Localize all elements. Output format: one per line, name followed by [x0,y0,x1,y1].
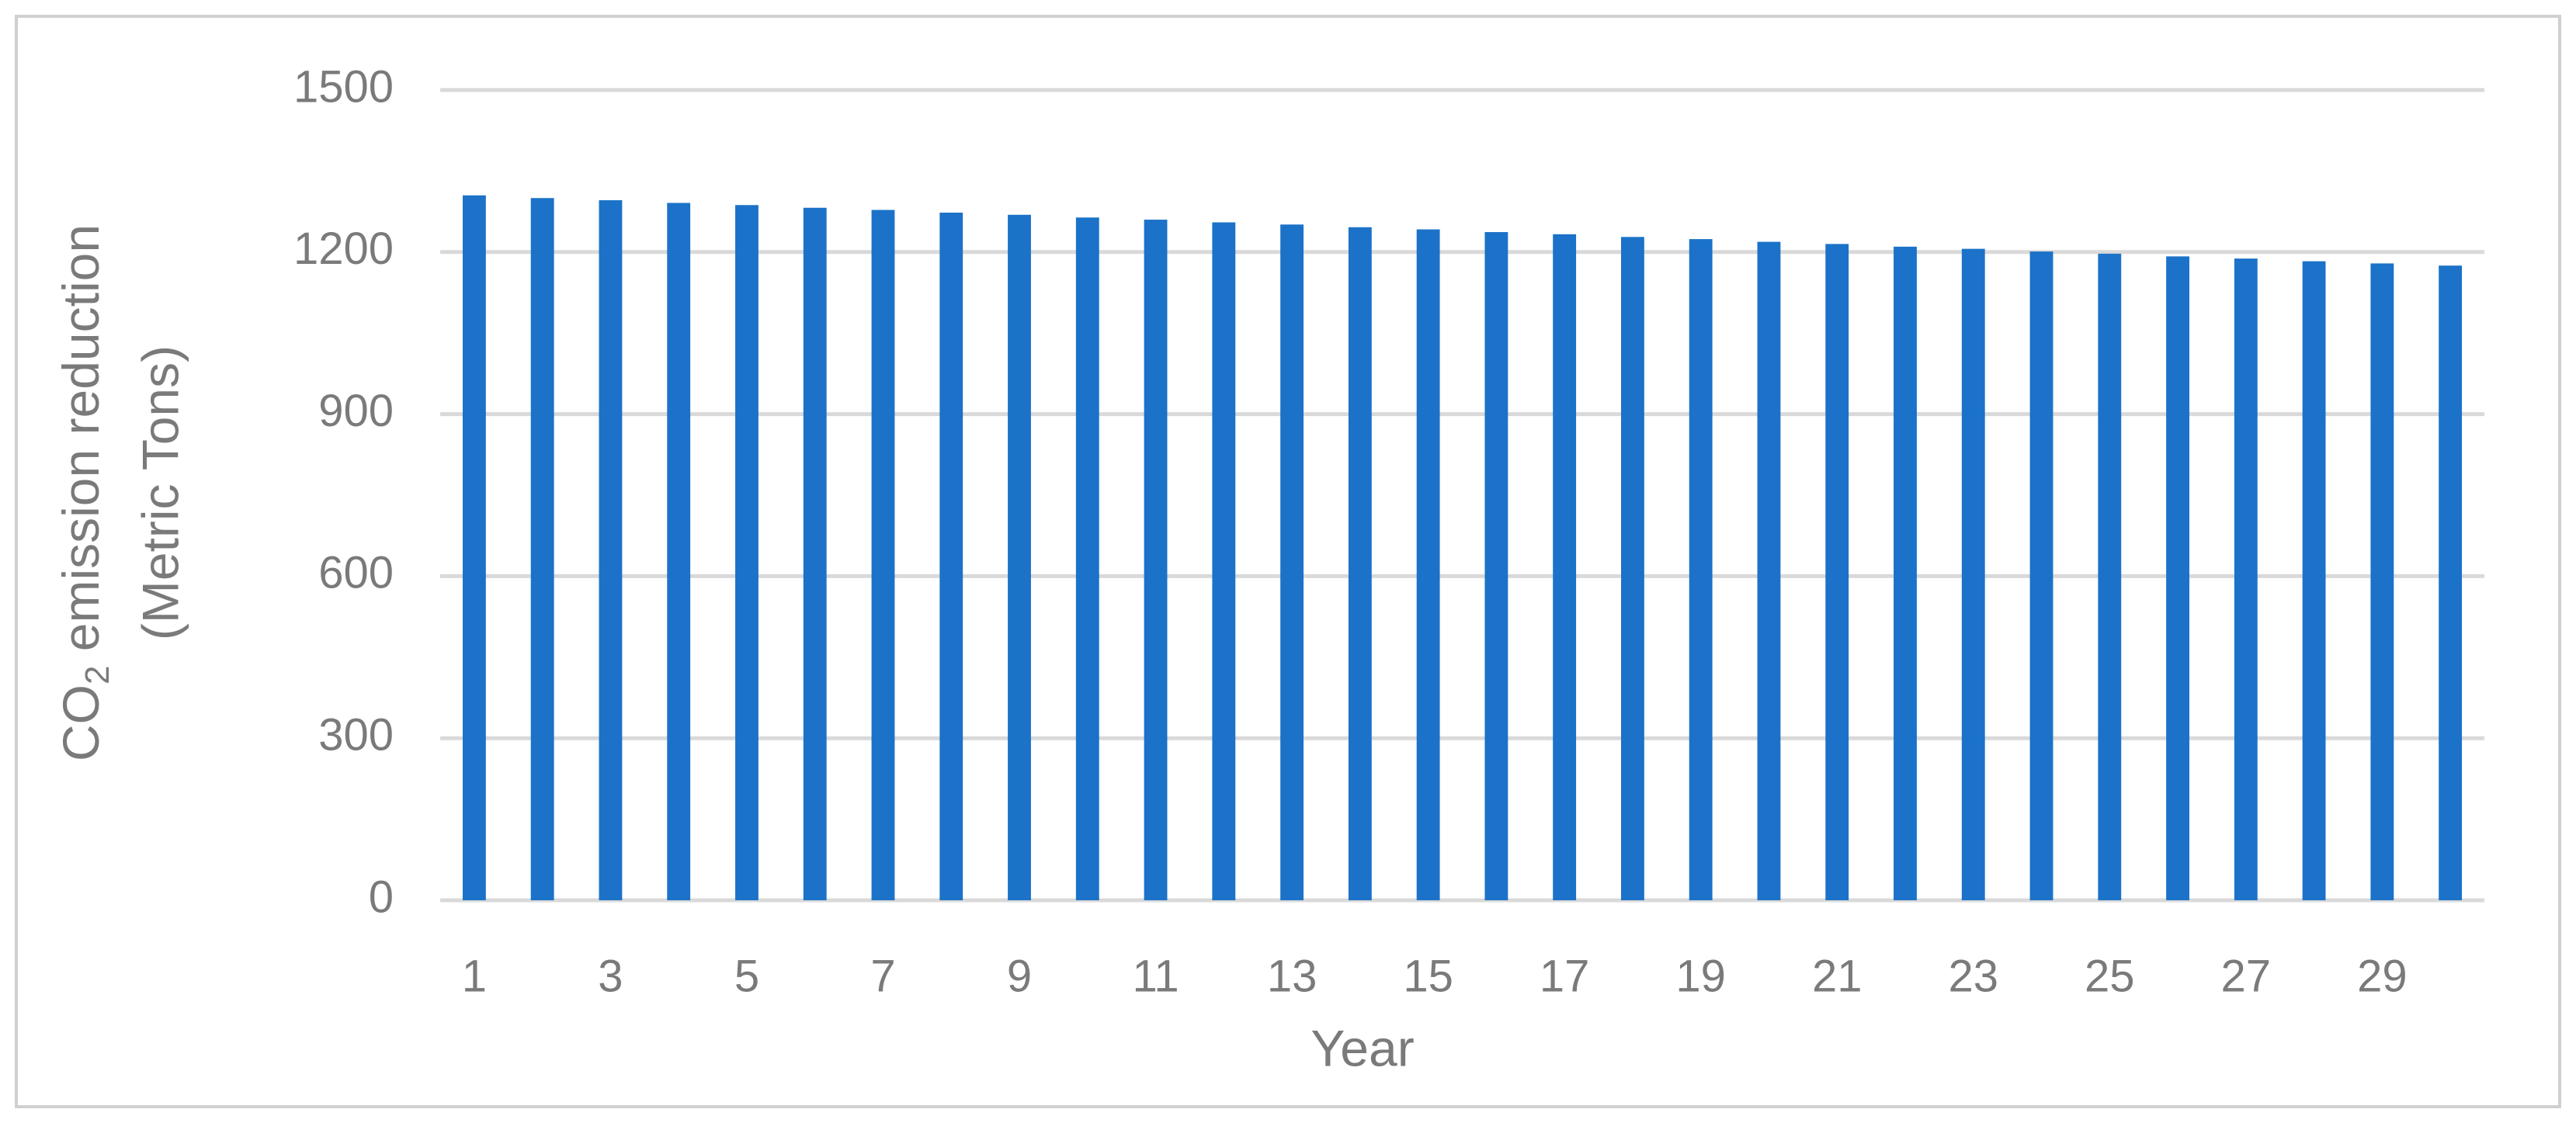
y-axis-title-part: emission reduction [52,224,109,666]
bar [1961,248,1985,900]
bar [1553,234,1577,900]
bar [735,205,759,900]
x-tick-label: 27 [2221,951,2272,1001]
bar [803,207,827,900]
x-tick-label: 25 [2085,951,2135,1001]
bar [2302,261,2326,901]
x-axis-title: Year [1311,1019,1414,1076]
bar [1075,217,1099,901]
x-tick-label: 11 [1132,951,1179,1001]
x-tick-label: 29 [2357,951,2408,1001]
x-tick-label: 3 [598,951,623,1001]
x-tick-label: 7 [870,951,895,1001]
x-tick-label: 9 [1007,951,1032,1001]
chart-border [15,15,2561,1108]
x-tick-label: 21 [1812,951,1863,1001]
x-tick-label: 15 [1403,951,1453,1001]
bar [2166,256,2189,900]
bar [1620,237,1644,900]
y-tick-label: 300 [318,710,394,761]
y-axis-title: CO2 emission reduction (Metric Tons) [52,224,189,761]
bar [1280,224,1304,901]
x-tick-label: 23 [1948,951,1998,1001]
y-tick-label: 600 [318,548,394,598]
bar [1689,239,1713,900]
y-tick-label: 1200 [293,224,394,274]
bar [1757,241,1781,900]
y-axis-title-subscript: 2 [78,666,116,685]
bar [871,210,895,901]
x-tick-label: 1 [462,951,487,1001]
x-tick-label: 17 [1540,951,1590,1001]
bar [530,198,554,900]
y-axis-title-part: CO [52,685,109,761]
y-tick-label: 1500 [293,61,394,112]
bar [1212,222,1236,900]
bar [1484,232,1508,901]
bar [1144,220,1168,900]
bar [599,199,623,900]
y-tick-label: 0 [369,872,394,922]
bar [667,203,691,900]
x-tick-label: 19 [1675,951,1726,1001]
bar [1825,244,1849,900]
bar [939,212,963,900]
bar [1008,214,1031,900]
bar [2098,253,2122,900]
x-tick-label: 13 [1267,951,1318,1001]
bar [1348,227,1372,900]
bar [2370,263,2394,900]
x-tick-label: 5 [734,951,759,1001]
bar [1894,246,1917,901]
y-axis-title-line: CO2 emission reduction [52,224,116,761]
bar [2029,251,2054,900]
bar [2234,258,2258,901]
y-tick-label: 900 [318,386,394,436]
bar [1416,229,1440,900]
bar [2439,265,2463,900]
y-axis-title-line: (Metric Tons) [131,345,189,640]
bar [462,195,486,901]
